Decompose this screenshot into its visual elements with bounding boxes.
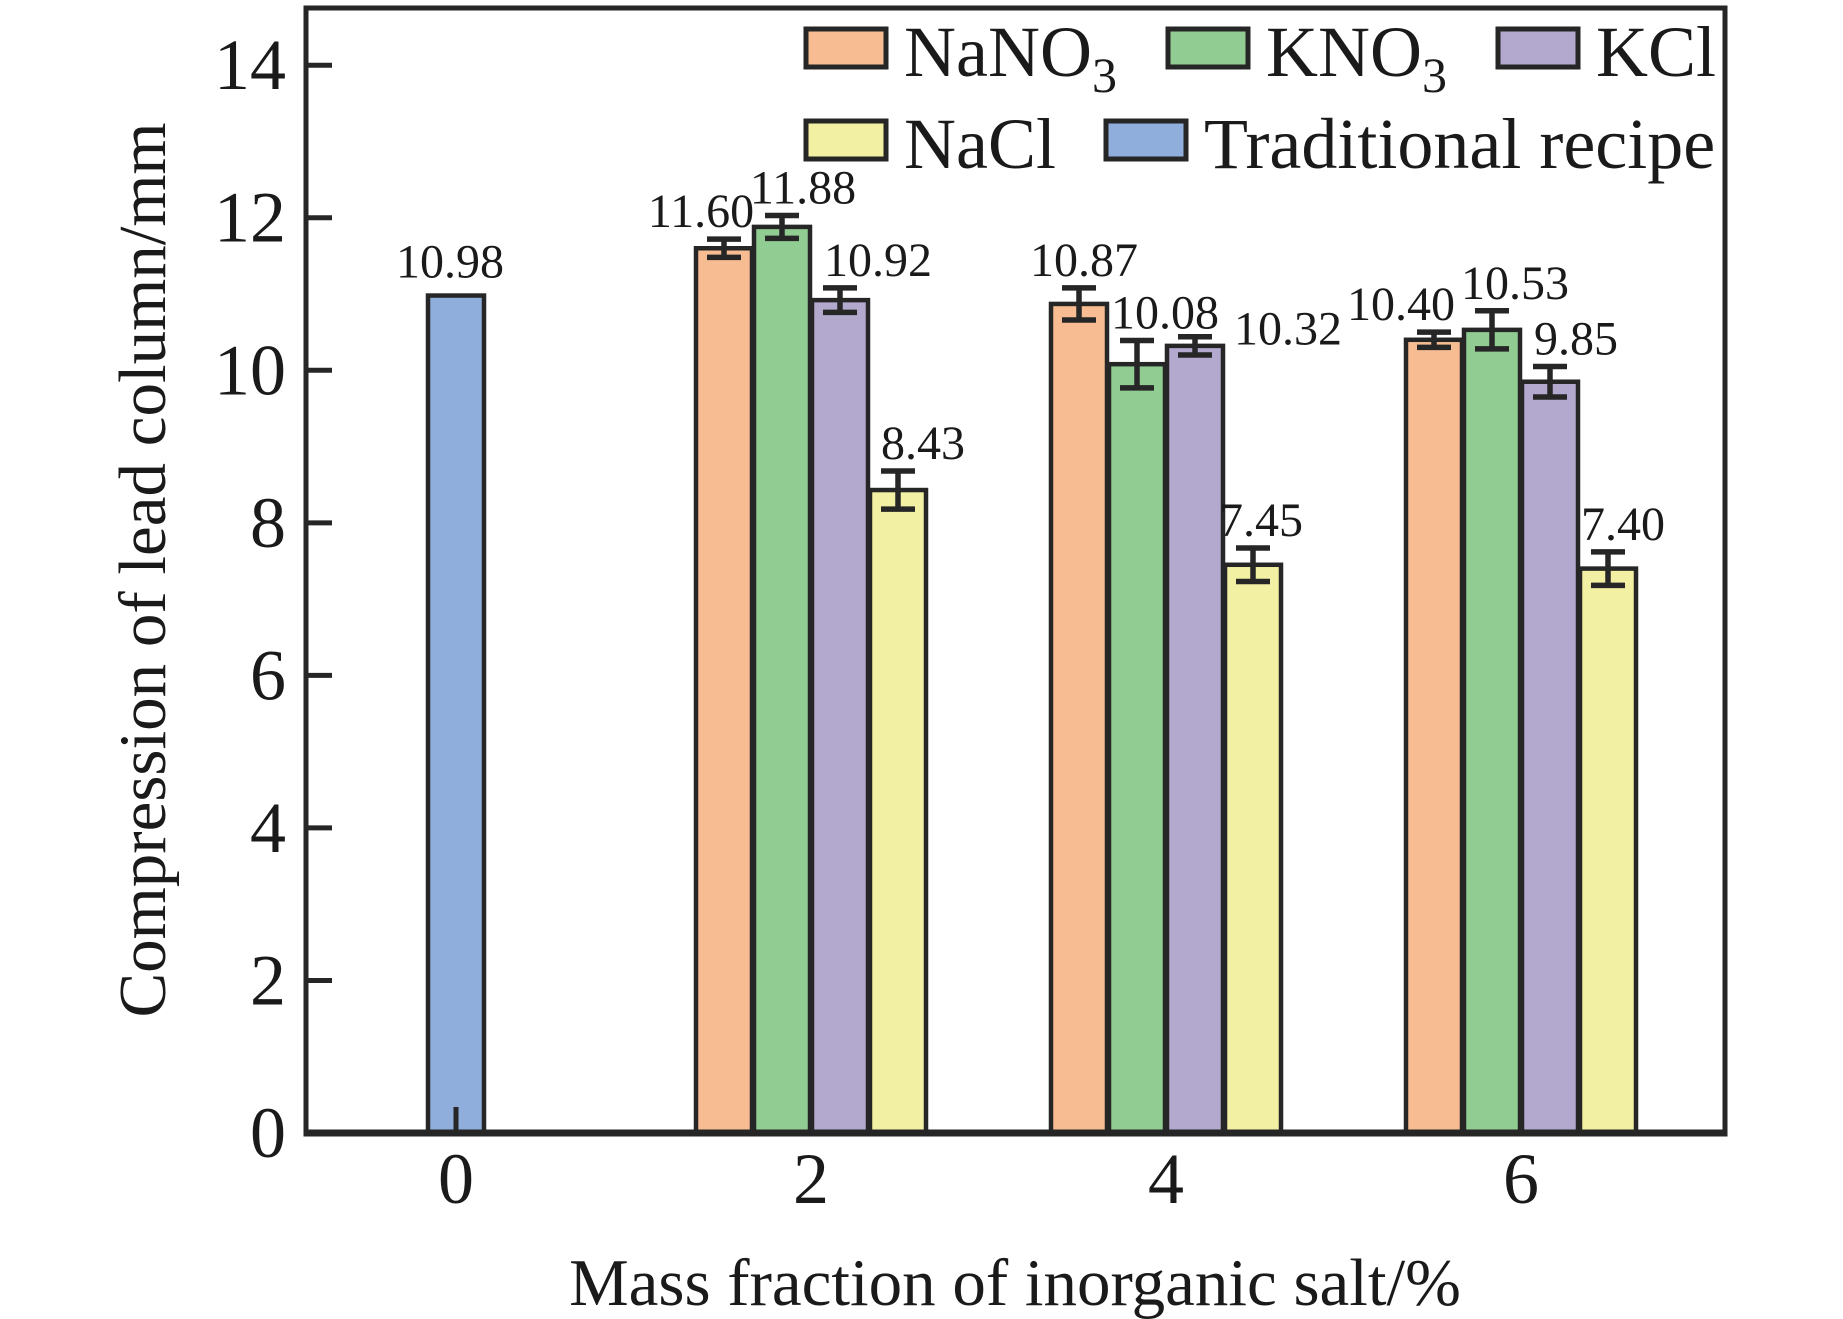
bar [693,246,755,1136]
x-tick-label: 4 [1148,1139,1184,1219]
x-tick-label: 2 [793,1139,829,1219]
y-axis-title: Compression of lead column/mm [106,122,180,1017]
legend-swatch [803,118,889,162]
y-tick-label: 12 [214,178,286,258]
y-tick-label: 2 [250,940,286,1020]
y-tick-label: 0 [250,1093,286,1173]
legend-swatch [803,26,889,70]
value-label: 7.45 [1219,494,1303,547]
y-tick-label: 8 [250,483,286,563]
legend-label: Traditional recipe [1204,104,1715,184]
value-label: 10.08 [1111,287,1219,340]
legend-swatch [1103,118,1189,162]
bar [1461,327,1523,1136]
bar [1048,301,1110,1136]
value-label: 10.92 [824,234,932,287]
x-axis-title: Mass fraction of inorganic salt/% [569,1246,1461,1319]
plot-layer: 11.60 10.87 10.40 11.88 10.08 10.53 10.92 10.32… [214,5,1728,1219]
bar [425,293,487,1136]
legend-label: KNO3 [1266,12,1447,103]
bar [1403,337,1465,1136]
value-label: 8.43 [881,417,965,470]
value-label: 11.60 [648,185,754,238]
value-label: 10.53 [1461,257,1569,310]
y-tick-label: 4 [250,788,286,868]
legend-label: NaNO3 [904,12,1117,103]
bar [1577,566,1639,1136]
bar [1164,343,1226,1136]
legend-swatch [1495,26,1581,70]
y-tick-label: 14 [214,25,286,105]
value-label: 7.40 [1581,498,1665,551]
x-tick-label: 0 [438,1139,474,1219]
bar [809,297,871,1136]
y-tick-label: 6 [250,635,286,715]
bar [1519,379,1581,1136]
bar [751,224,813,1136]
value-label: 10.32 [1234,303,1342,356]
legend-swatch [1165,26,1251,70]
x-tick-label: 6 [1503,1139,1539,1219]
legend: NaNO3 KNO3 KCl NaCl Traditional recipe [803,12,1716,184]
legend-label: NaCl [904,104,1056,184]
y-tick-label: 10 [214,330,286,410]
legend-label: KCl [1596,12,1716,92]
value-label: 11.88 [750,161,856,214]
value-label: 10.98 [396,236,504,289]
bar [867,487,929,1136]
bar [1106,361,1168,1136]
value-label: 10.87 [1030,234,1138,287]
value-label: 9.85 [1534,312,1618,365]
value-label: 10.40 [1347,278,1455,331]
bar [1222,562,1284,1136]
